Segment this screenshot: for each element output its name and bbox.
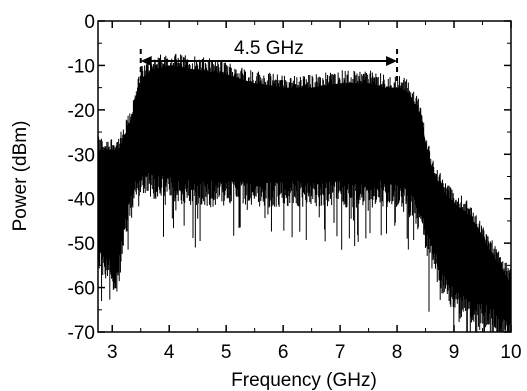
y-tick-label-1: -10 — [68, 56, 95, 77]
y-tick-label-7: -70 — [68, 323, 95, 344]
y-tick-label-2: -20 — [68, 101, 95, 122]
annotation-arrowhead-left-0 — [140, 55, 152, 66]
x-tick-label-7: 10 — [500, 342, 521, 363]
y-tick-label-6: -60 — [68, 279, 95, 300]
annotation-label-0: 4.5 GHz — [234, 38, 304, 59]
x-axis-label: Frequency (GHz) — [231, 370, 377, 391]
annotation-arrowhead-right-0 — [386, 55, 398, 66]
y-tick-label-3: -30 — [68, 145, 95, 166]
x-tick-label-6: 9 — [449, 342, 460, 363]
x-tick-label-2: 5 — [221, 342, 232, 363]
series-envelope-0 — [98, 65, 511, 319]
x-tick-label-1: 4 — [164, 342, 175, 363]
x-tick-label-0: 3 — [107, 342, 118, 363]
x-tick-label-3: 6 — [278, 342, 289, 363]
x-tick-label-4: 7 — [335, 342, 346, 363]
x-tick-label-5: 8 — [392, 342, 403, 363]
y-axis-label: Power (dBm) — [10, 121, 31, 232]
y-tick-label-5: -50 — [68, 234, 95, 255]
y-tick-label-0: 0 — [84, 12, 95, 33]
y-tick-label-4: -40 — [68, 190, 95, 211]
